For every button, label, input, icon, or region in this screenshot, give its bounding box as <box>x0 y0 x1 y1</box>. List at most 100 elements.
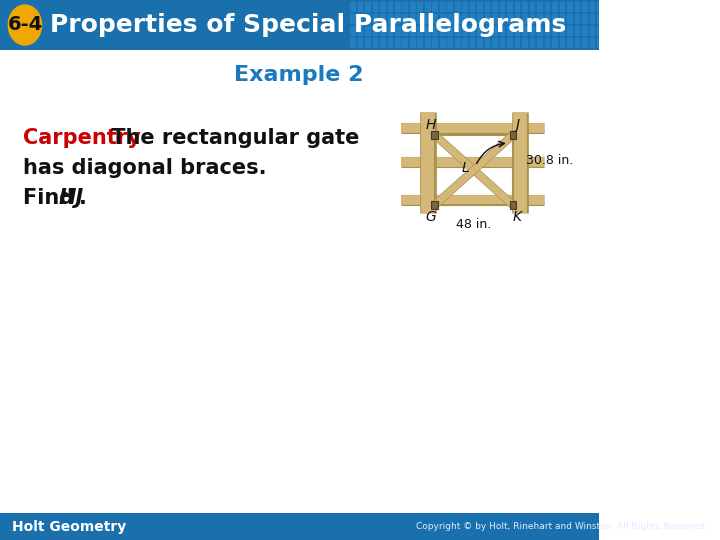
Bar <box>588 25 595 36</box>
Bar <box>588 13 595 24</box>
Bar <box>372 13 378 24</box>
Bar <box>484 37 490 48</box>
Bar <box>528 13 536 24</box>
Bar <box>409 25 415 36</box>
Bar <box>581 25 588 36</box>
Bar <box>536 13 543 24</box>
Bar <box>394 13 400 24</box>
Bar <box>416 13 423 24</box>
Bar <box>409 37 415 48</box>
Bar <box>581 37 588 48</box>
Bar <box>596 37 603 48</box>
Bar <box>574 13 580 24</box>
Bar <box>387 1 393 12</box>
Bar <box>0 0 598 50</box>
Bar <box>349 1 356 12</box>
Bar <box>528 25 536 36</box>
Bar <box>521 25 528 36</box>
Bar <box>528 37 536 48</box>
Text: 6-4: 6-4 <box>7 16 42 35</box>
Bar <box>574 25 580 36</box>
Bar <box>379 1 386 12</box>
Bar <box>349 25 356 36</box>
Bar <box>477 1 483 12</box>
Bar <box>435 135 513 205</box>
Bar <box>551 25 558 36</box>
Bar <box>596 13 603 24</box>
Bar <box>462 1 468 12</box>
Bar <box>372 37 378 48</box>
Bar <box>513 13 521 24</box>
Bar <box>431 1 438 12</box>
Bar <box>581 13 588 24</box>
Bar <box>431 201 438 209</box>
Text: Find: Find <box>23 188 81 208</box>
Bar <box>506 1 513 12</box>
Bar <box>372 25 378 36</box>
Bar <box>0 513 598 540</box>
Bar <box>499 37 505 48</box>
Bar <box>439 25 446 36</box>
Bar <box>402 37 408 48</box>
Bar <box>387 25 393 36</box>
Bar <box>596 1 603 12</box>
Text: 30.8 in.: 30.8 in. <box>526 153 573 166</box>
Bar <box>559 25 565 36</box>
Bar <box>469 25 475 36</box>
Bar <box>536 1 543 12</box>
Bar <box>439 37 446 48</box>
Bar <box>349 13 356 24</box>
Bar <box>551 1 558 12</box>
Bar <box>446 37 453 48</box>
Bar <box>477 13 483 24</box>
Bar <box>510 201 516 209</box>
Bar <box>596 25 603 36</box>
Bar <box>544 1 550 12</box>
Bar <box>499 1 505 12</box>
Bar <box>402 13 408 24</box>
Circle shape <box>9 5 42 45</box>
Bar <box>499 13 505 24</box>
Bar <box>513 1 521 12</box>
Bar <box>364 37 371 48</box>
Bar <box>513 25 521 36</box>
Bar <box>551 37 558 48</box>
Bar <box>491 1 498 12</box>
Bar <box>506 13 513 24</box>
Bar <box>454 25 461 36</box>
Bar <box>431 131 438 139</box>
Bar <box>462 37 468 48</box>
Bar <box>431 25 438 36</box>
Bar <box>506 25 513 36</box>
Bar <box>446 1 453 12</box>
Bar <box>477 25 483 36</box>
Bar <box>349 37 356 48</box>
Text: L: L <box>462 161 469 175</box>
Text: Holt Geometry: Holt Geometry <box>12 519 127 534</box>
Bar <box>559 13 565 24</box>
Bar <box>439 13 446 24</box>
Bar <box>424 13 431 24</box>
Bar <box>387 13 393 24</box>
Bar <box>536 37 543 48</box>
Bar <box>566 37 572 48</box>
Bar <box>510 131 516 139</box>
Bar <box>462 13 468 24</box>
Text: Carpentry: Carpentry <box>23 128 141 148</box>
Bar <box>588 1 595 12</box>
Bar <box>484 1 490 12</box>
Bar <box>544 25 550 36</box>
Bar <box>372 1 378 12</box>
Bar <box>484 13 490 24</box>
Bar <box>364 1 371 12</box>
Text: 48 in.: 48 in. <box>456 218 492 231</box>
Text: Example 2: Example 2 <box>235 65 364 85</box>
Bar <box>484 25 490 36</box>
Bar <box>402 1 408 12</box>
Bar <box>416 1 423 12</box>
Bar <box>574 37 580 48</box>
Text: H: H <box>426 118 436 132</box>
Bar <box>356 25 364 36</box>
Bar <box>424 25 431 36</box>
Bar <box>446 25 453 36</box>
